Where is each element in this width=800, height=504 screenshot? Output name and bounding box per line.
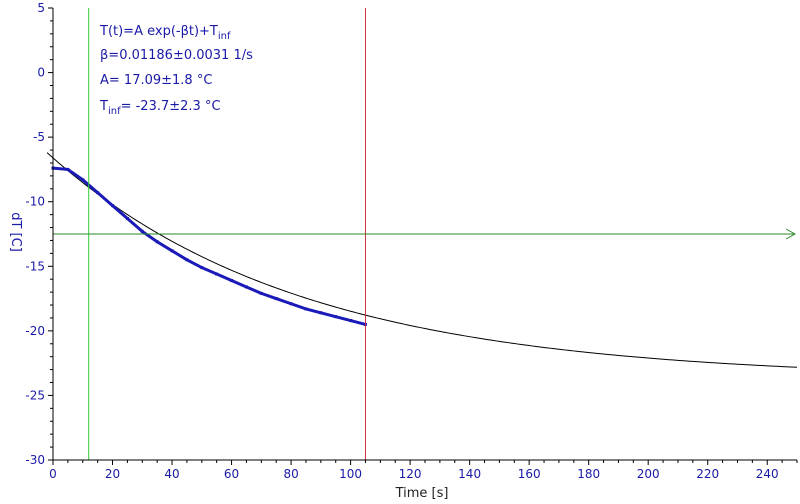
axes-layer: 5 0 -5 -10 -15 -20 -25 -30 0 20 40 60 80 100 120 140 160… — [25, 1, 798, 481]
x-tick-label: 60 — [224, 467, 239, 481]
x-tick-label: 220 — [696, 467, 719, 481]
data-point — [185, 258, 189, 262]
data-point — [170, 249, 174, 253]
x-axis-title: Time [s] — [395, 486, 449, 501]
data-point — [111, 204, 115, 208]
y-tick-label: -30 — [25, 453, 45, 467]
fit-curve-layer — [46, 152, 798, 368]
annotation-beta: β=0.01186±0.0031 1/s — [100, 48, 253, 63]
data-point — [200, 266, 204, 270]
fit-curve — [46, 152, 798, 368]
data-point — [319, 311, 323, 315]
data-point — [66, 167, 70, 171]
y-tick-label: -15 — [25, 259, 45, 273]
data-point — [230, 278, 234, 282]
data-point — [289, 302, 293, 306]
data-point — [155, 240, 159, 244]
y-tick-label: -25 — [25, 388, 45, 402]
data-point — [349, 319, 353, 323]
data-point — [215, 272, 219, 276]
y-tick-label: -5 — [33, 130, 45, 144]
data-point — [304, 307, 308, 311]
data-series-line — [52, 166, 366, 326]
x-tick-label: 240 — [756, 467, 779, 481]
data-point — [140, 229, 144, 233]
data-point — [259, 291, 263, 295]
x-tick-label: 0 — [49, 467, 57, 481]
x-tick-label: 120 — [399, 467, 422, 481]
y-tick-label: -20 — [25, 324, 45, 338]
data-point — [96, 191, 100, 195]
x-tick-label: 180 — [577, 467, 600, 481]
x-tick-label: 140 — [458, 467, 481, 481]
data-point — [81, 178, 85, 182]
data-point — [334, 315, 338, 319]
data-point — [244, 285, 248, 289]
y-tick-label: -10 — [25, 195, 45, 209]
arrow-head-icon — [785, 228, 797, 240]
x-tick-label: 40 — [164, 467, 179, 481]
x-tick-label: 200 — [637, 467, 660, 481]
y-axis-title: dT [C] — [8, 212, 23, 252]
annotation-amplitude: A= 17.09±1.8 °C — [100, 73, 212, 88]
x-tick-label: 80 — [283, 467, 298, 481]
y-tick-label: 5 — [37, 1, 45, 15]
y-tick-label: 0 — [37, 66, 45, 80]
annotation-model: T(t)=A exp(-βt)+Tinf — [99, 24, 231, 42]
data-point — [125, 217, 129, 221]
marker-lines-layer — [53, 8, 797, 460]
x-tick-label: 100 — [339, 467, 362, 481]
data-point — [274, 297, 278, 301]
x-tick-label: 20 — [105, 467, 120, 481]
annotation-tinf: Tinf= -23.7±2.3 °C — [99, 99, 221, 117]
x-tick-label: 160 — [518, 467, 541, 481]
